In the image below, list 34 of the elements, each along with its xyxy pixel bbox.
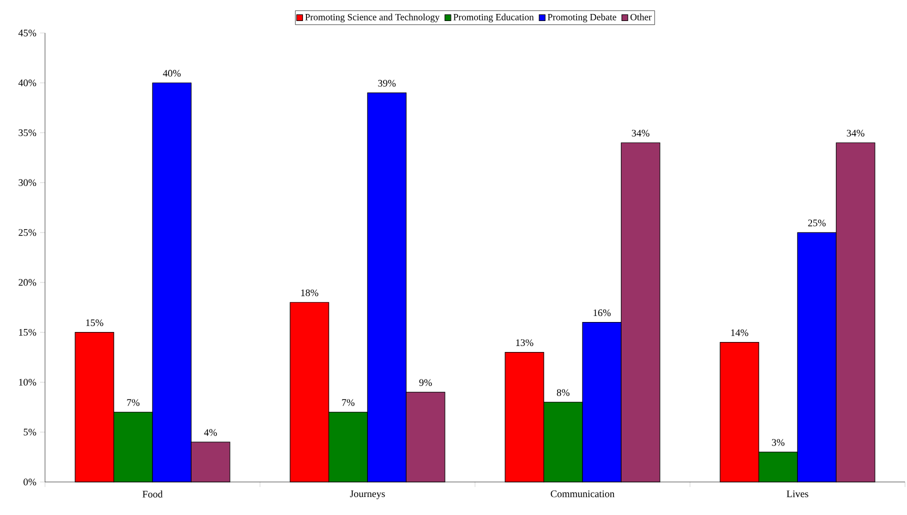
data-label: 7%	[127, 399, 140, 406]
data-label: 34%	[846, 130, 864, 137]
y-tick-label: 0%	[24, 478, 36, 486]
data-label: 14%	[731, 329, 748, 336]
data-label: 16%	[594, 309, 611, 316]
y-tick-label: 10%	[19, 378, 36, 386]
x-tick-label: Communication	[550, 490, 614, 498]
data-label: 39%	[378, 80, 396, 87]
data-label: 15%	[86, 319, 104, 326]
x-tick-label: Food	[142, 490, 163, 498]
data-label: 3%	[772, 439, 784, 446]
data-label: 4%	[204, 429, 217, 436]
x-tick-label: Journeys	[350, 490, 385, 500]
x-tick-label: Lives	[786, 490, 808, 498]
data-label: 7%	[342, 399, 354, 406]
legend-label: Promoting Debate	[548, 14, 616, 22]
data-label: 40%	[162, 70, 181, 77]
data-label: 8%	[556, 389, 570, 396]
legend-label: Other	[630, 14, 652, 20]
y-tick-label: 15%	[19, 328, 36, 336]
y-tick-label: 35%	[18, 129, 36, 136]
y-tick-label: 20%	[18, 279, 36, 286]
y-tick-label: 45%	[18, 30, 36, 36]
data-label: 25%	[808, 220, 826, 226]
legend-label: Promoting Education	[453, 14, 534, 22]
data-label: 34%	[632, 130, 650, 137]
data-label: 9%	[419, 379, 432, 386]
legend-label: Promoting Science and Technology	[305, 14, 440, 22]
y-tick-label: 5%	[24, 428, 36, 436]
data-label: 13%	[516, 339, 534, 346]
y-tick-label: 25%	[18, 229, 36, 236]
data-label: 18%	[301, 289, 318, 296]
y-tick-label: 30%	[18, 179, 36, 186]
y-tick-label: 40%	[18, 80, 36, 86]
